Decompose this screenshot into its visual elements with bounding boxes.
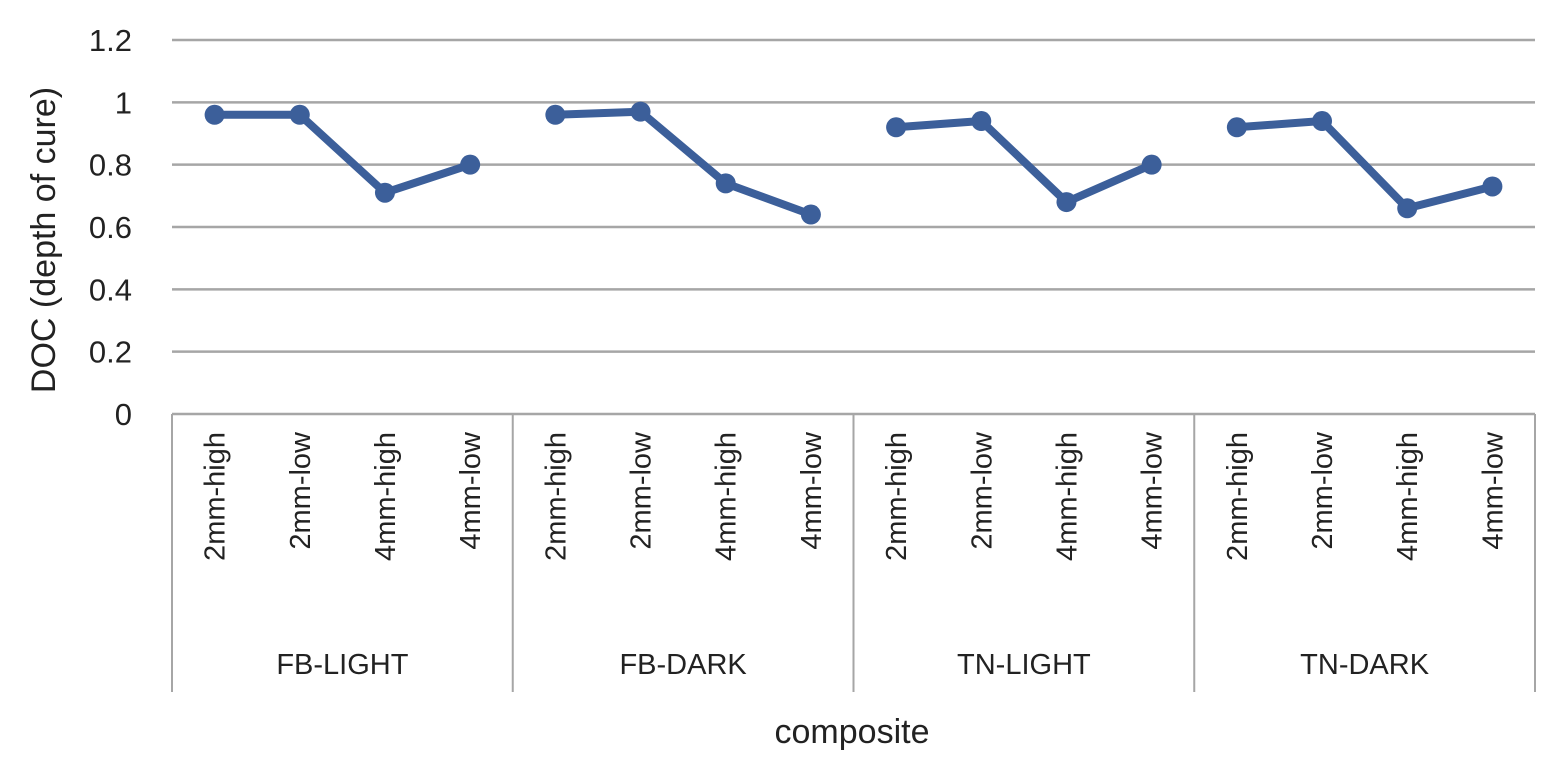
y-tick-label: 1 xyxy=(115,85,132,120)
x-axis: FB-LIGHT 2mm-high 2mm-low 4mm-high 4mm-low FB… xyxy=(171,414,1536,692)
x-tick-label: 4mm-low xyxy=(455,431,487,550)
x-tick-label: 4mm-low xyxy=(1477,431,1509,550)
x-tick-label: 4mm-low xyxy=(1137,431,1169,550)
data-point xyxy=(1056,192,1077,213)
data-point xyxy=(886,117,907,138)
y-tick-label: 0.8 xyxy=(89,148,132,183)
x-tick-label: 4mm-high xyxy=(711,432,743,561)
data-point xyxy=(204,104,225,125)
data-point xyxy=(374,182,395,203)
x-tick-label: 4mm-high xyxy=(1051,432,1083,561)
x-tick-label: 2mm-low xyxy=(966,431,998,550)
group-label: FB-LIGHT xyxy=(276,649,408,681)
data-point xyxy=(971,111,992,132)
x-tick-label: 2mm-low xyxy=(1307,431,1339,550)
x-tick-label: 2mm-low xyxy=(626,431,658,550)
data-point xyxy=(460,154,481,175)
data-point xyxy=(545,104,566,125)
group-label: TN-DARK xyxy=(1300,649,1430,681)
y-tick-label: 0.6 xyxy=(89,210,132,245)
group-label: FB-DARK xyxy=(619,649,747,681)
x-tick-label: 4mm-high xyxy=(1392,432,1424,561)
x-tick-label: 2mm-high xyxy=(200,432,232,561)
series-line-segment xyxy=(1232,117,1497,213)
series-line-segment xyxy=(551,107,815,219)
y-tick-label: 0.4 xyxy=(89,272,132,307)
x-axis-title: composite xyxy=(775,713,930,751)
x-tick-label: 4mm-low xyxy=(796,431,828,550)
series-line-segment xyxy=(892,117,1156,207)
x-tick-label: 2mm-high xyxy=(881,432,913,561)
y-tick-label: 0 xyxy=(115,397,132,432)
gridlines xyxy=(172,38,1535,416)
x-tick-label: 2mm-high xyxy=(540,432,572,561)
series-line-segment xyxy=(210,110,475,197)
data-point xyxy=(289,104,310,125)
y-tick-label: 1.2 xyxy=(89,23,132,58)
data-point xyxy=(1312,111,1333,132)
data-point xyxy=(1482,176,1503,197)
y-axis-title: DOC (depth of cure) xyxy=(25,87,63,393)
x-tick-label: 4mm-high xyxy=(370,432,402,561)
data-point xyxy=(715,173,736,194)
data-point xyxy=(630,101,651,122)
data-point xyxy=(800,204,821,225)
data-point xyxy=(1141,154,1162,175)
x-tick-label: 2mm-high xyxy=(1222,432,1254,561)
x-tick-label: 2mm-low xyxy=(285,431,317,550)
data-point xyxy=(1397,198,1418,219)
data-point xyxy=(1226,117,1247,138)
group-label: TN-LIGHT xyxy=(957,649,1091,681)
y-tick-label: 0.2 xyxy=(89,335,132,370)
y-axis-ticks: 0 0.2 0.4 0.6 0.8 1 1.2 xyxy=(89,23,132,432)
series-doc xyxy=(204,101,1503,225)
